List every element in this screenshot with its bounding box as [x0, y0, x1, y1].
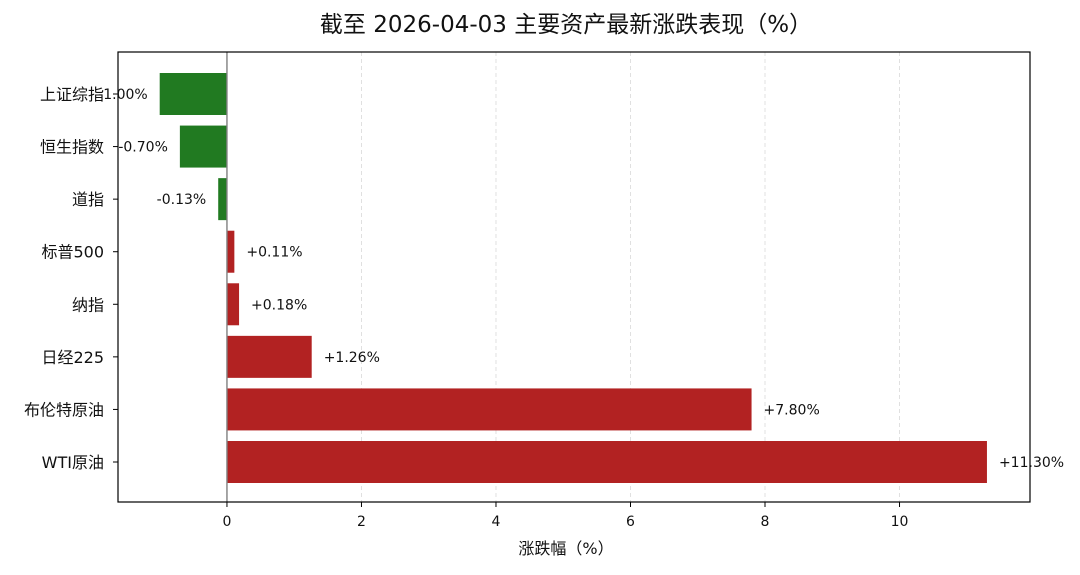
- x-tick-label: 4: [492, 514, 501, 530]
- value-labels: -1.00% -0.70% -0.13% +0.11% +0.18% +1.26% +7.8…: [98, 87, 1064, 471]
- x-axis-label: 涨跌幅（%）: [518, 539, 613, 558]
- data-label: +0.11%: [246, 245, 302, 261]
- bar: [226, 335, 312, 378]
- bar: [226, 441, 987, 483]
- x-axis-ticks: 0 2 4 6 8 10: [222, 502, 908, 530]
- y-tick-label: 标普500: [41, 243, 104, 262]
- y-tick-label: 纳指: [72, 295, 104, 314]
- bar: [226, 388, 752, 431]
- bars: [159, 73, 987, 483]
- bar: [218, 178, 227, 221]
- bar: [226, 283, 240, 326]
- x-tick-label: 2: [357, 514, 366, 530]
- data-label: +0.18%: [251, 297, 307, 313]
- data-label: +1.26%: [324, 350, 380, 366]
- data-label: -0.13%: [157, 192, 207, 208]
- y-tick-label: WTI原油: [42, 453, 104, 472]
- y-tick-label: 布伦特原油: [24, 400, 104, 419]
- y-tick-label: 日经225: [41, 348, 104, 367]
- bar: [179, 125, 227, 168]
- x-tick-label: 6: [626, 514, 635, 530]
- bar: [226, 230, 235, 273]
- y-tick-label: 道指: [72, 190, 104, 209]
- y-tick-label: 恒生指数: [40, 138, 104, 157]
- x-tick-label: 10: [891, 514, 909, 530]
- chart-title: 截至 2026-04-03 主要资产最新涨跌表现（%）: [320, 12, 812, 38]
- data-label: -0.70%: [118, 140, 168, 156]
- bar: [159, 73, 227, 115]
- data-label: +11.30%: [999, 455, 1064, 471]
- grid-lines: [226, 52, 900, 502]
- data-label: +7.80%: [764, 402, 820, 418]
- x-tick-label: 8: [761, 514, 770, 530]
- plot-frame: [117, 51, 1031, 503]
- y-tick-label: 上证综指: [40, 85, 104, 104]
- x-tick-label: 0: [222, 514, 231, 530]
- data-label: -1.00%: [98, 87, 148, 103]
